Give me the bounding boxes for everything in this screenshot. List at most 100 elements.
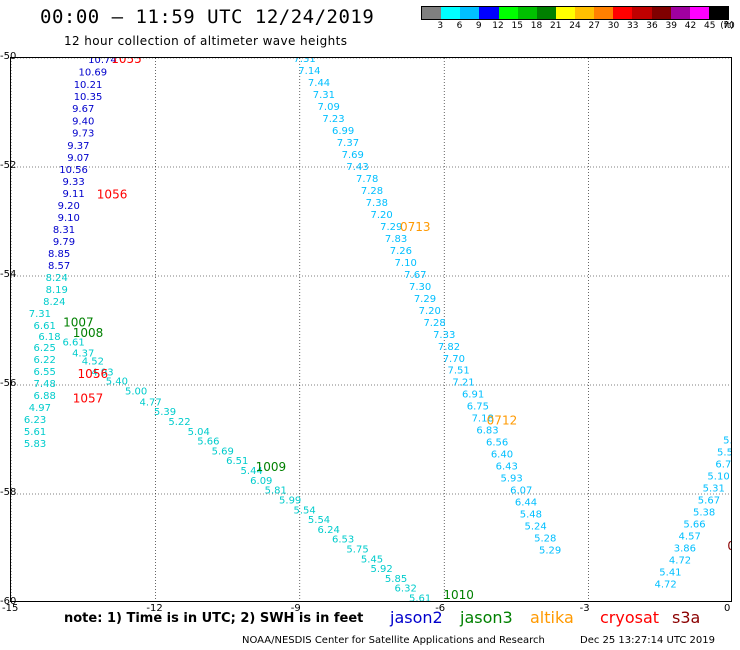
swh-value: 6.7 — [715, 459, 731, 470]
swh-value: 7.44 — [308, 78, 330, 89]
pass-label: 1008 — [73, 326, 104, 340]
pass-label: 1010 — [443, 588, 474, 602]
colorbar-label: 39 — [665, 21, 677, 31]
legend-altika: altika — [530, 608, 574, 627]
pass-label: 1007 — [63, 315, 94, 329]
colorbar-cell — [613, 7, 633, 19]
swh-value: 5.92 — [370, 564, 392, 575]
swh-value: 5.83 — [24, 439, 46, 450]
swh-value: 5.? — [723, 436, 732, 447]
swh-value: 10.69 — [79, 68, 108, 79]
swh-value: 4.37 — [72, 348, 94, 359]
swh-value: 4.93 — [91, 367, 113, 378]
swh-value: 7.31 — [29, 309, 51, 320]
map-subtitle: 12 hour collection of altimeter wave hei… — [64, 34, 348, 48]
swh-value: 7.28 — [423, 318, 445, 329]
map-title: 00:00 – 11:59 UTC 12/24/2019 — [40, 6, 375, 28]
pass-label: 1056 — [97, 187, 128, 201]
y-tick-label: -56 — [0, 378, 17, 389]
swh-value: 5.67 — [698, 495, 720, 506]
colorbar-label: 27 — [588, 21, 600, 31]
swh-value: 6.83 — [476, 426, 498, 437]
swh-value: 7.70 — [443, 354, 465, 365]
colorbar-label: 33 — [627, 21, 639, 31]
swh-value: 5.10 — [707, 471, 729, 482]
colorbar-labels: 3 6 9 12 15 18 21 24 27 30 33 36 39 42 45 70 (ft) — [421, 21, 734, 33]
swh-value: 4.72 — [669, 555, 691, 566]
swh-value: 7.20 — [370, 210, 392, 221]
colorbar-cell — [708, 7, 728, 19]
swh-value: 4.97 — [29, 403, 51, 414]
swh-value: 5.45 — [361, 554, 383, 565]
swh-value: 5.41 — [659, 567, 681, 578]
legend-jason3: jason3 — [460, 608, 513, 627]
swh-value: 6.61 — [34, 321, 56, 332]
swh-value: 6.24 — [318, 525, 340, 536]
swh-value: 9.11 — [62, 189, 84, 200]
swh-value: 5.48 — [520, 510, 542, 521]
legend-s3a: s3a — [672, 608, 701, 627]
swh-value: 6.09 — [250, 476, 272, 487]
colorbar-cell — [441, 7, 461, 19]
swh-value: 5.31 — [703, 483, 725, 494]
x-tick-label: -15 — [2, 603, 19, 614]
swh-value: 7.20 — [419, 306, 441, 317]
swh-value: 5.00 — [125, 386, 147, 397]
swh-value: 7.18 — [472, 414, 494, 425]
colorbar-cell — [689, 7, 709, 19]
y-tick-label: -54 — [0, 269, 17, 280]
swh-value: 5.66 — [683, 519, 705, 530]
swh-value: 9.37 — [67, 141, 89, 152]
swh-value: 5.75 — [346, 545, 368, 556]
x-tick-label: -12 — [146, 603, 163, 614]
swh-value: 7.67 — [404, 270, 426, 281]
swh-value: 5.61 — [24, 427, 46, 438]
swh-value: 8.24 — [46, 273, 68, 284]
colorbar-cell — [575, 7, 595, 19]
swh-value: 5.04 — [188, 427, 210, 438]
swh-value: 9.33 — [62, 177, 84, 188]
colorbar-cell — [517, 7, 537, 19]
swh-value: 5.24 — [525, 522, 547, 533]
colorbar-label: 18 — [530, 21, 543, 31]
footer-credit: NOAA/NESDIS Center for Satellite Applica… — [242, 635, 545, 646]
y-tick-label: -58 — [0, 487, 17, 498]
colorbar-cell — [498, 7, 518, 19]
swh-value: 7.37 — [337, 138, 359, 149]
swh-value: 7.21 — [452, 378, 474, 389]
pass-label: 0712 — [487, 413, 518, 427]
swh-value: 9.07 — [67, 153, 89, 164]
swh-value: 9.40 — [72, 117, 94, 128]
swh-value: 6.32 — [395, 584, 417, 595]
colorbar-label: 12 — [492, 21, 504, 31]
colorbar-label: 21 — [550, 21, 562, 31]
swh-value: 7.33 — [433, 330, 455, 341]
swh-value: 6.18 — [38, 332, 60, 343]
swh-value: 9.10 — [58, 213, 80, 224]
swh-value: 7.43 — [346, 162, 368, 173]
swh-value: 6.07 — [510, 486, 532, 497]
colorbar-label: 6 — [456, 21, 463, 31]
swh-value: 7.30 — [409, 282, 431, 293]
colorbar-label: 24 — [569, 21, 581, 31]
swh-value: 7.29 — [380, 222, 402, 233]
swh-value: 7.38 — [366, 198, 388, 209]
swh-value: 4.52 — [82, 356, 104, 367]
swh-value: 6.99 — [332, 126, 354, 137]
swh-value: 7.26 — [390, 246, 412, 257]
swh-value: 10.21 — [74, 80, 103, 91]
colorbar-cell — [651, 7, 671, 19]
colorbar-cell — [536, 7, 556, 19]
swh-value: 5.38 — [693, 507, 715, 518]
pass-label: 1009 — [256, 460, 287, 474]
swh-value: 9.67 — [72, 104, 94, 115]
swh-value: 6.91 — [462, 390, 484, 401]
swh-value: 6.40 — [491, 450, 513, 461]
swh-value: 5.39 — [154, 407, 176, 418]
pass-label: 1057 — [73, 392, 104, 406]
swh-value: 7.51 — [448, 366, 470, 377]
colorbar-cell — [460, 7, 480, 19]
swh-value: 7.10 — [395, 258, 417, 269]
swh-value: 9.73 — [72, 129, 94, 140]
